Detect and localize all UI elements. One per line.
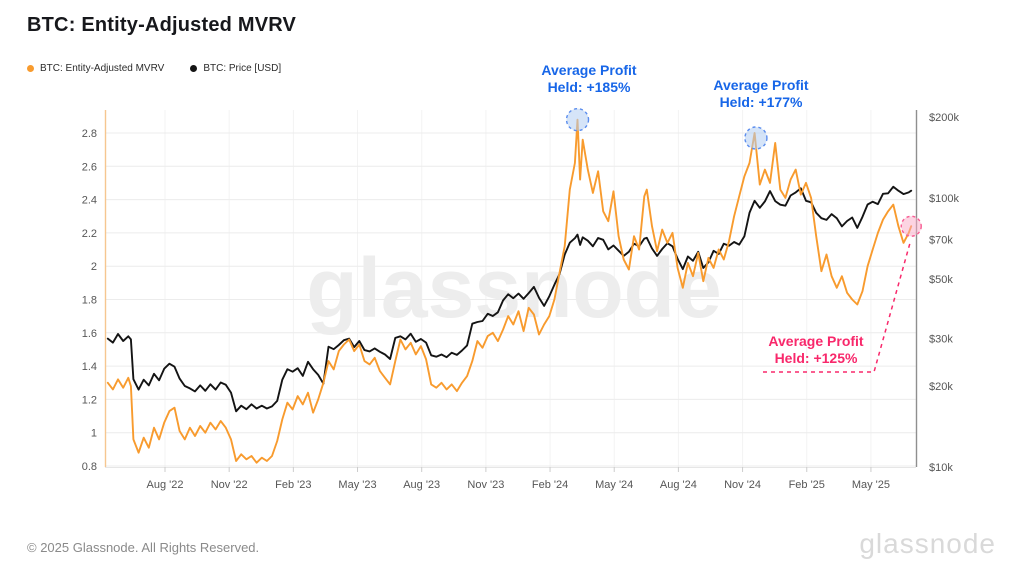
x-axis-tick-label: Aug '23 xyxy=(403,479,440,491)
x-axis-tick-label: Nov '22 xyxy=(211,479,248,491)
left-axis-tick-label: 1.6 xyxy=(82,328,97,340)
right-axis-tick-label: $10k xyxy=(929,462,953,474)
watermark: glassnode xyxy=(306,241,721,335)
page-title: BTC: Entity-Adjusted MVRV xyxy=(27,14,297,36)
legend-dot-mvrv-icon xyxy=(27,65,34,72)
legend-item-mvrv[interactable]: BTC: Entity-Adjusted MVRV xyxy=(27,63,164,74)
right-axis-tick-label: $70k xyxy=(929,235,953,247)
annotation-avg-profit-185: Average Profit Held: +185% xyxy=(499,62,679,96)
mvrv-series-line xyxy=(106,118,913,464)
annotation-line2: Held: +177% xyxy=(719,94,803,110)
x-axis-tick-label: Feb '25 xyxy=(789,479,825,491)
legend-dot-price-icon xyxy=(190,65,198,72)
legend-item-price[interactable]: BTC: Price [USD] xyxy=(190,63,281,74)
annotation-line1: Average Profit xyxy=(713,77,809,93)
annotation-line1: Average Profit xyxy=(768,333,864,349)
x-axis-tick-label: Nov '23 xyxy=(467,479,504,491)
left-axis-tick-label: 1.8 xyxy=(82,295,97,307)
x-axis-tick-label: May '24 xyxy=(595,479,633,491)
avg-profit-185-marker-circle xyxy=(565,107,590,132)
left-axis-tick-label: 2.8 xyxy=(82,128,97,140)
x-axis-tick-label: Nov '24 xyxy=(724,479,761,491)
left-axis-tick-label: 2.4 xyxy=(82,195,97,207)
right-axis-tick-label: $20k xyxy=(929,381,953,393)
price-series-line xyxy=(106,185,913,413)
annotation-avg-profit-177: Average Profit Held: +177% xyxy=(671,77,851,111)
legend: BTC: Entity-Adjusted MVRV BTC: Price [US… xyxy=(27,63,281,74)
annotation-line2: Held: +185% xyxy=(547,79,631,95)
copyright-text: © 2025 Glassnode. All Rights Reserved. xyxy=(27,540,260,555)
annotation-avg-profit-125: Average Profit Held: +125% xyxy=(726,333,906,367)
x-axis-tick-label: Aug '22 xyxy=(147,479,184,491)
left-axis-tick-label: 0.8 xyxy=(82,461,97,473)
avg-profit-177-marker-circle xyxy=(744,126,768,150)
left-axis-tick-label: 1.2 xyxy=(82,394,97,406)
x-axis-tick-label: Feb '24 xyxy=(532,479,568,491)
x-axis-tick-label: Aug '24 xyxy=(660,479,697,491)
avg-profit-125-marker-circle xyxy=(900,215,922,237)
annotation-line2: Held: +125% xyxy=(774,350,858,366)
legend-label-price: BTC: Price [USD] xyxy=(203,63,282,74)
x-axis-tick-label: Feb '23 xyxy=(275,479,311,491)
x-axis-tick-label: May '23 xyxy=(338,479,376,491)
left-axis-tick-label: 2.2 xyxy=(82,228,97,240)
right-axis-tick-label: $50k xyxy=(929,274,953,286)
right-axis-tick-label: $30k xyxy=(929,334,953,346)
x-axis-tick-label: May '25 xyxy=(852,479,890,491)
glassnode-logo: glassnode xyxy=(859,528,996,559)
left-axis-tick-label: 2.6 xyxy=(82,161,97,173)
right-axis-tick-label: $100k xyxy=(929,193,959,205)
annotation-connector-line xyxy=(763,242,911,373)
left-axis-tick-label: 1 xyxy=(91,428,97,440)
left-axis-tick-label: 2 xyxy=(91,261,97,273)
left-axis-tick-label: 1.4 xyxy=(82,361,97,373)
annotation-line1: Average Profit xyxy=(541,62,637,78)
legend-label-mvrv: BTC: Entity-Adjusted MVRV xyxy=(40,63,165,74)
right-axis-tick-label: $200k xyxy=(929,112,959,124)
